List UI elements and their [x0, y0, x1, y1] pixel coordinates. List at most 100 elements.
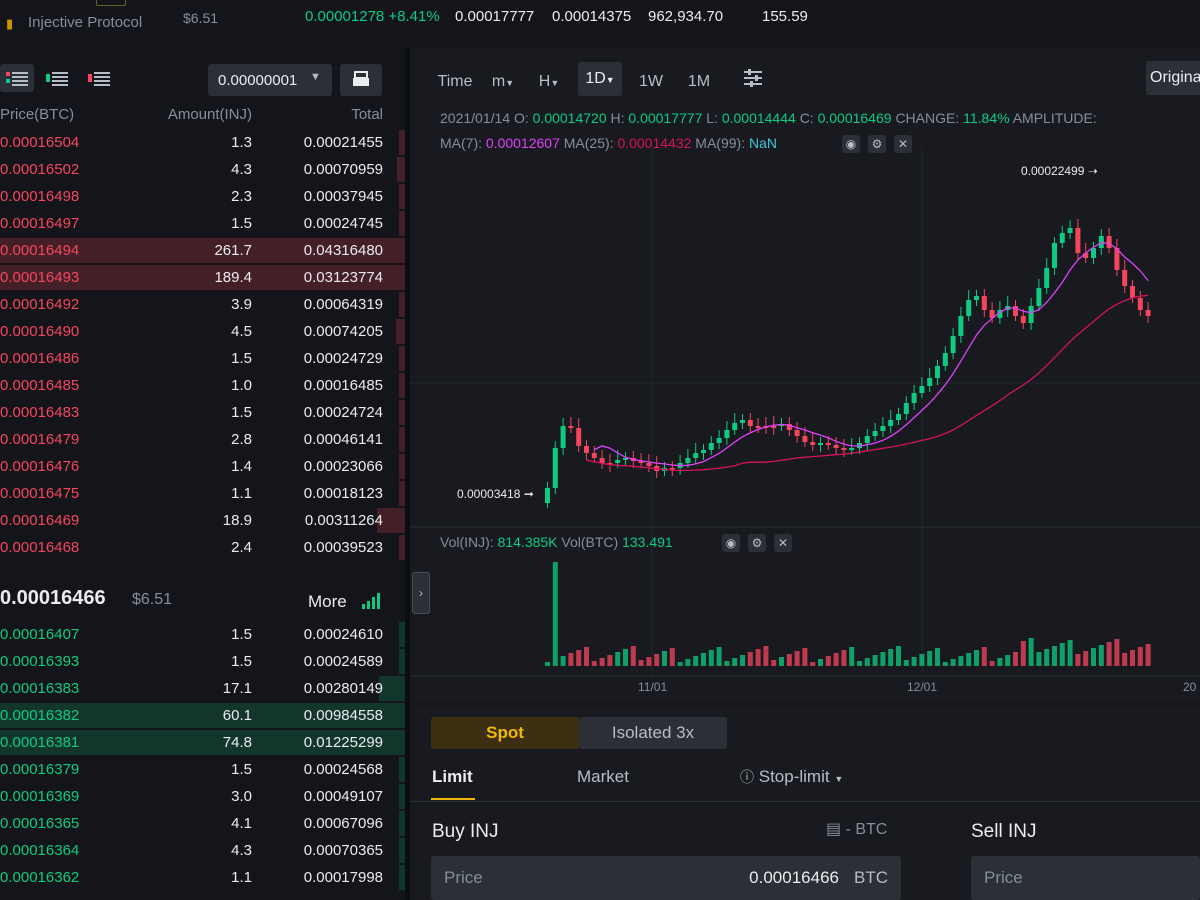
candle-body [911, 393, 917, 403]
ask-row[interactable]: 0.00016475 1.1 0.00018123 [0, 480, 405, 507]
ma-controls: ◉ ⚙ ✕ [842, 134, 916, 154]
tab-hours[interactable]: H▼ [536, 68, 562, 96]
tab-time[interactable]: Time [437, 73, 473, 90]
volume-bar [1098, 645, 1104, 666]
volume-bar [1145, 644, 1151, 666]
sell-price-input[interactable]: Price [971, 856, 1200, 900]
buy-price-unit: BTC [854, 868, 888, 887]
layout-asks-button[interactable] [84, 64, 114, 92]
volume-bar [615, 652, 621, 666]
panel-divider [405, 48, 410, 900]
ask-row[interactable]: 0.00016486 1.5 0.00024729 [0, 345, 405, 372]
depth-bar [399, 454, 405, 479]
tab-spot[interactable]: Spot [431, 717, 579, 749]
order-type-market[interactable]: Market [577, 767, 629, 786]
bid-row[interactable]: 0.00016383 17.1 0.00280149 [0, 675, 405, 702]
ask-row[interactable]: 0.00016490 4.5 0.00074205 [0, 318, 405, 345]
bid-row[interactable]: 0.00016369 3.0 0.00049107 [0, 783, 405, 810]
bid-total: 0.00984558 [303, 707, 383, 724]
tab-minutes[interactable]: m▼ [490, 68, 516, 96]
ask-row[interactable]: 0.00016468 2.4 0.00039523 [0, 534, 405, 561]
ma25-line [586, 294, 1149, 472]
candle-body [1036, 288, 1042, 306]
bid-row[interactable]: 0.00016379 1.5 0.00024568 [0, 756, 405, 783]
volume-bars [545, 562, 1151, 666]
ask-row[interactable]: 0.00016502 4.3 0.00070959 [0, 156, 405, 183]
settings-sliders-icon[interactable] [742, 68, 764, 88]
tab-1w[interactable]: 1W [639, 73, 663, 90]
ask-row[interactable]: 0.00016492 3.9 0.00064319 [0, 291, 405, 318]
candle-body [560, 426, 566, 448]
order-book-bids-icon [46, 72, 68, 86]
tab-1m[interactable]: 1M [687, 73, 711, 90]
close-icon[interactable]: ✕ [774, 534, 792, 552]
ask-total: 0.00311264 [304, 512, 383, 529]
bid-row[interactable]: 0.00016364 4.3 0.00070365 [0, 837, 405, 864]
close-icon[interactable]: ✕ [894, 135, 912, 153]
bid-price: 0.00016379 [0, 761, 80, 778]
eye-icon[interactable]: ◉ [722, 534, 740, 552]
volume-bar [911, 657, 917, 666]
ask-total: 0.00023066 [303, 458, 383, 475]
layout-both-button[interactable] [0, 64, 34, 92]
ask-row[interactable]: 0.00016479 2.8 0.00046141 [0, 426, 405, 453]
eye-icon[interactable]: ◉ [842, 135, 860, 153]
more-link[interactable]: More [308, 592, 347, 611]
volume-bar [989, 661, 995, 666]
ask-row[interactable]: 0.00016476 1.4 0.00023066 [0, 453, 405, 480]
ask-row[interactable]: 0.00016498 2.3 0.00037945 [0, 183, 405, 210]
print-button[interactable] [340, 64, 382, 96]
depth-bar [396, 157, 405, 182]
ask-row[interactable]: 0.00016469 18.9 0.00311264 [0, 507, 405, 534]
order-type-stop-limit[interactable]: ⓘ Stop-limit ▼ [740, 767, 843, 787]
layout-bids-button[interactable] [42, 64, 72, 92]
tab-isolated[interactable]: Isolated 3x [579, 717, 727, 749]
depth-bar [398, 838, 405, 863]
ask-row[interactable]: 0.00016494 261.7 0.04316480 [0, 237, 405, 264]
volume-bar [568, 653, 574, 666]
volume-bar [880, 652, 886, 666]
candle-body [747, 420, 753, 426]
candlestick-chart[interactable] [410, 48, 1200, 703]
bid-amount: 4.1 [231, 815, 252, 832]
ask-row[interactable]: 0.00016485 1.0 0.00016485 [0, 372, 405, 399]
active-tab-indicator [431, 798, 475, 800]
ask-row[interactable]: 0.00016493 189.4 0.03123774 [0, 264, 405, 291]
bid-row[interactable]: 0.00016362 1.1 0.00017998 [0, 864, 405, 891]
ask-row[interactable]: 0.00016504 1.3 0.00021455 [0, 129, 405, 156]
bid-row[interactable]: 0.00016382 60.1 0.00984558 [0, 702, 405, 729]
candle-body [545, 488, 550, 503]
volume-bar [841, 650, 847, 666]
caret-down-icon: ▼ [834, 774, 844, 784]
tab-1d[interactable]: 1D▼ [578, 62, 622, 96]
gear-icon[interactable]: ⚙ [748, 534, 766, 552]
token-name: Injective Protocol [28, 14, 143, 31]
ask-row[interactable]: 0.00016497 1.5 0.00024745 [0, 210, 405, 237]
view-original-button[interactable]: Origina [1146, 61, 1200, 95]
ask-total: 0.00074205 [303, 323, 383, 340]
bid-row[interactable]: 0.00016407 1.5 0.00024610 [0, 621, 405, 648]
depth-bar [0, 730, 405, 755]
candle-body [1052, 243, 1057, 268]
gear-icon[interactable]: ⚙ [868, 135, 886, 153]
ask-row[interactable]: 0.00016483 1.5 0.00024724 [0, 399, 405, 426]
buy-price-input[interactable]: Price 0.00016466 BTC [431, 856, 901, 900]
volume-bar [849, 647, 855, 666]
bid-price: 0.00016407 [0, 626, 80, 643]
bid-row[interactable]: 0.00016381 74.8 0.01225299 [0, 729, 405, 756]
volume-bar [1106, 642, 1112, 666]
candle-body [701, 450, 706, 453]
ask-price: 0.00016493 [0, 269, 80, 286]
volume-bar [560, 656, 566, 666]
ohlc-open: 0.00014720 [532, 110, 607, 126]
ohlc-change-label: CHANGE: [895, 110, 960, 126]
bid-row[interactable]: 0.00016365 4.1 0.00067096 [0, 810, 405, 837]
volume-bar [825, 656, 831, 666]
precision-select[interactable]: 0.00000001 ▼ [208, 64, 332, 96]
bid-row[interactable]: 0.00016393 1.5 0.00024589 [0, 648, 405, 675]
collapse-chevron-icon[interactable]: › [412, 572, 430, 614]
bid-total: 0.00024610 [303, 626, 383, 643]
ma7-label: MA(7): [440, 135, 482, 151]
ask-total: 0.03123774 [303, 269, 383, 286]
order-type-limit[interactable]: Limit [432, 767, 473, 786]
